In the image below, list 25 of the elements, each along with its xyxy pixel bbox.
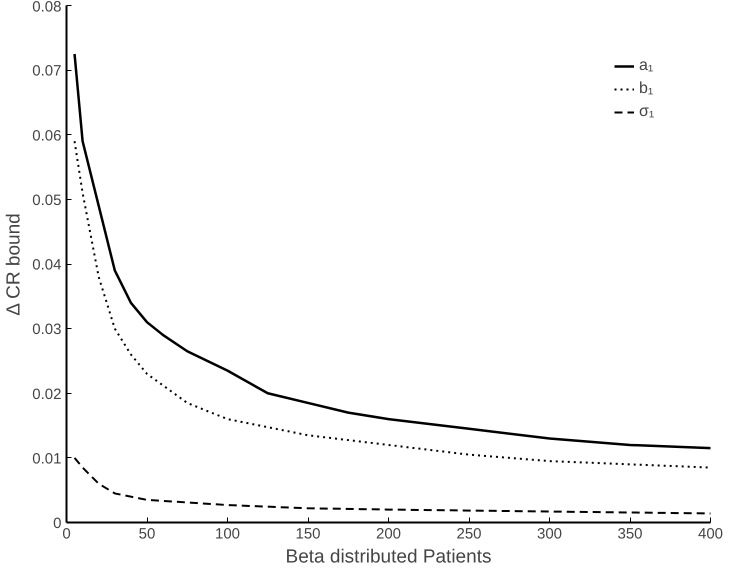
x-axis-title: Beta distributed Patients [286,546,492,568]
x-tick-label: 350 [617,526,643,542]
y-tick-label: 0.04 [32,256,62,274]
x-tick-label: 200 [376,526,402,542]
line-series [73,52,710,450]
x-tick-label: 50 [138,526,156,542]
y-tick-label: 0.02 [32,386,62,403]
x-tick-label: 300 [536,526,562,542]
x-tick-label: 400 [698,526,724,542]
y-tick-label: 0.01 [32,450,62,468]
y-axis-title: Δ CR bound [3,213,24,316]
x-tick-label: 100 [214,526,240,542]
y-tick-label: 0.08 [32,0,62,16]
y-tick-label: 0 [53,515,62,532]
y-tick-label: 0.06 [32,127,62,144]
legend-label: σ₁ [639,103,656,121]
x-tick-label: 150 [295,526,321,542]
y-tick-label: 0.03 [32,321,62,338]
line-series [74,456,710,514]
line-series [74,140,710,469]
x-tick-label: 250 [456,526,482,542]
y-tick-label: 0.05 [32,192,62,209]
legend-label: a₁ [639,57,654,75]
legend-label: b₁ [639,80,654,98]
y-tick-label: 0.07 [32,62,62,80]
